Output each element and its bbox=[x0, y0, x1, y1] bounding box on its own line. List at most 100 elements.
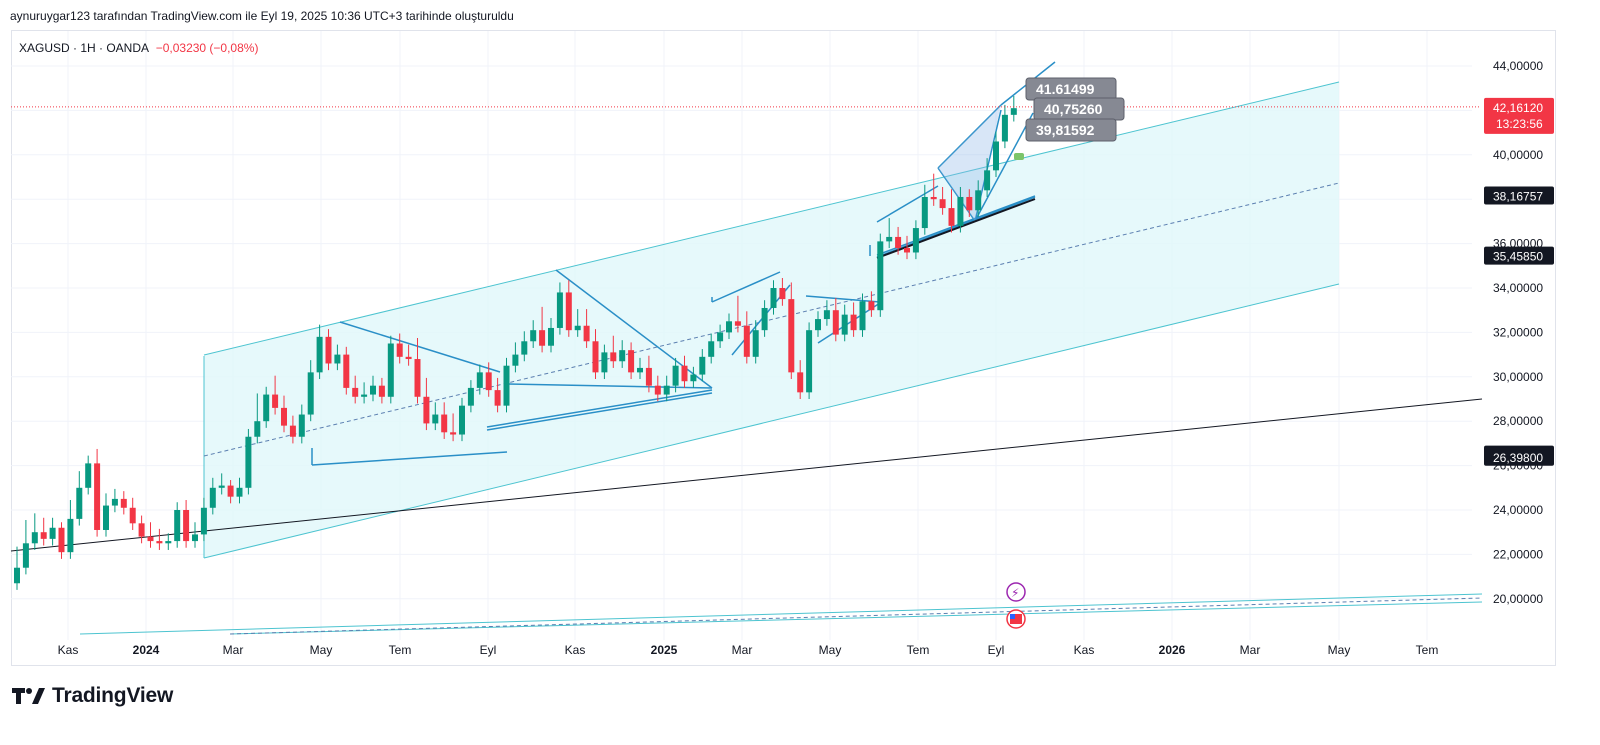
candle-89[interactable] bbox=[806, 330, 813, 393]
candle-45[interactable] bbox=[414, 359, 421, 397]
candle-57[interactable] bbox=[521, 341, 528, 355]
candle-70[interactable] bbox=[637, 367, 643, 373]
candle-109[interactable] bbox=[984, 170, 991, 191]
candle-81[interactable] bbox=[734, 321, 741, 326]
candle-93[interactable] bbox=[841, 314, 848, 335]
price-marker-label[interactable] bbox=[1484, 186, 1554, 205]
candle-105[interactable] bbox=[948, 208, 955, 226]
candle-110[interactable] bbox=[993, 141, 999, 171]
candle-18[interactable] bbox=[174, 510, 181, 542]
candle-94[interactable] bbox=[850, 314, 857, 331]
candle-0[interactable] bbox=[14, 567, 20, 584]
candle-74[interactable] bbox=[672, 365, 679, 386]
candle-59[interactable] bbox=[539, 330, 546, 346]
candle-80[interactable] bbox=[726, 321, 732, 333]
candle-37[interactable] bbox=[343, 354, 350, 388]
candle-26[interactable] bbox=[245, 436, 252, 488]
candle-107[interactable] bbox=[966, 196, 973, 211]
candle-23[interactable] bbox=[218, 485, 225, 488]
candle-84[interactable] bbox=[761, 307, 768, 331]
candle-98[interactable] bbox=[886, 236, 893, 242]
candle-19[interactable] bbox=[183, 510, 190, 542]
candle-43[interactable] bbox=[396, 343, 403, 357]
candle-24[interactable] bbox=[227, 485, 234, 497]
candle-2[interactable] bbox=[31, 532, 38, 544]
candle-48[interactable] bbox=[441, 414, 448, 433]
candle-79[interactable] bbox=[717, 332, 724, 342]
candle-10[interactable] bbox=[103, 505, 109, 530]
candle-68[interactable] bbox=[619, 350, 626, 362]
candle-56[interactable] bbox=[512, 354, 519, 366]
candle-96[interactable] bbox=[868, 301, 875, 311]
candle-17[interactable] bbox=[165, 541, 172, 544]
candle-38[interactable] bbox=[352, 387, 359, 397]
candle-8[interactable] bbox=[85, 463, 92, 488]
candle-111[interactable] bbox=[1001, 114, 1008, 142]
candle-30[interactable] bbox=[281, 407, 287, 426]
candle-108[interactable] bbox=[975, 190, 982, 211]
candle-97[interactable] bbox=[877, 241, 884, 311]
candle-104[interactable] bbox=[939, 199, 946, 209]
lightning-event-icon[interactable] bbox=[1006, 582, 1026, 602]
candle-27[interactable] bbox=[254, 421, 261, 437]
candle-63[interactable] bbox=[574, 325, 581, 331]
candle-60[interactable] bbox=[548, 327, 554, 346]
candle-51[interactable] bbox=[467, 387, 474, 406]
candle-32[interactable] bbox=[298, 414, 305, 437]
candle-33[interactable] bbox=[307, 372, 314, 415]
candle-21[interactable] bbox=[200, 507, 207, 535]
candle-77[interactable] bbox=[699, 356, 706, 375]
candle-53[interactable] bbox=[485, 372, 492, 391]
candle-71[interactable] bbox=[645, 367, 652, 386]
candle-46[interactable] bbox=[423, 396, 430, 424]
candle-99[interactable] bbox=[895, 236, 902, 249]
candle-101[interactable] bbox=[912, 228, 919, 253]
candle-40[interactable] bbox=[370, 385, 376, 395]
candle-100[interactable] bbox=[904, 248, 910, 253]
candle-22[interactable] bbox=[209, 487, 216, 508]
candle-61[interactable] bbox=[556, 292, 563, 328]
candle-72[interactable] bbox=[654, 385, 661, 395]
candle-39[interactable] bbox=[361, 394, 368, 397]
candle-66[interactable] bbox=[601, 352, 608, 373]
candle-52[interactable] bbox=[476, 372, 483, 388]
candle-12[interactable] bbox=[120, 498, 127, 508]
candle-5[interactable] bbox=[58, 527, 65, 553]
candle-75[interactable] bbox=[681, 365, 688, 382]
candle-15[interactable] bbox=[147, 536, 154, 542]
candle-76[interactable] bbox=[690, 374, 697, 382]
candle-47[interactable] bbox=[432, 414, 439, 424]
candle-65[interactable] bbox=[592, 341, 599, 373]
candle-3[interactable] bbox=[40, 532, 47, 539]
candle-102[interactable] bbox=[921, 196, 928, 229]
candle-4[interactable] bbox=[49, 527, 56, 539]
candle-86[interactable] bbox=[779, 288, 786, 300]
candle-55[interactable] bbox=[503, 365, 510, 406]
candle-34[interactable] bbox=[316, 336, 323, 373]
candle-36[interactable] bbox=[334, 354, 341, 364]
price-marker-label[interactable] bbox=[1484, 447, 1554, 466]
candle-83[interactable] bbox=[752, 330, 759, 357]
candle-91[interactable] bbox=[823, 310, 830, 320]
candle-58[interactable] bbox=[530, 330, 537, 342]
candle-41[interactable] bbox=[378, 385, 385, 397]
chart-frame[interactable] bbox=[11, 30, 1556, 666]
candle-1[interactable] bbox=[22, 543, 29, 568]
candle-7[interactable] bbox=[76, 487, 83, 519]
candle-35[interactable] bbox=[325, 336, 332, 364]
candle-50[interactable] bbox=[459, 405, 465, 435]
candle-25[interactable] bbox=[236, 487, 243, 497]
candle-112[interactable] bbox=[1010, 108, 1017, 115]
candle-42[interactable] bbox=[387, 343, 394, 397]
last-price-label[interactable] bbox=[1484, 97, 1554, 134]
candle-13[interactable] bbox=[129, 507, 136, 524]
candle-54[interactable] bbox=[494, 390, 501, 406]
price-marker-label[interactable] bbox=[1484, 246, 1554, 265]
candle-88[interactable] bbox=[797, 372, 804, 393]
candle-28[interactable] bbox=[263, 394, 270, 422]
tradingview-logo[interactable]: TradingView bbox=[12, 684, 173, 708]
candle-106[interactable] bbox=[957, 196, 964, 226]
candle-44[interactable] bbox=[405, 356, 412, 360]
candle-78[interactable] bbox=[708, 341, 715, 357]
